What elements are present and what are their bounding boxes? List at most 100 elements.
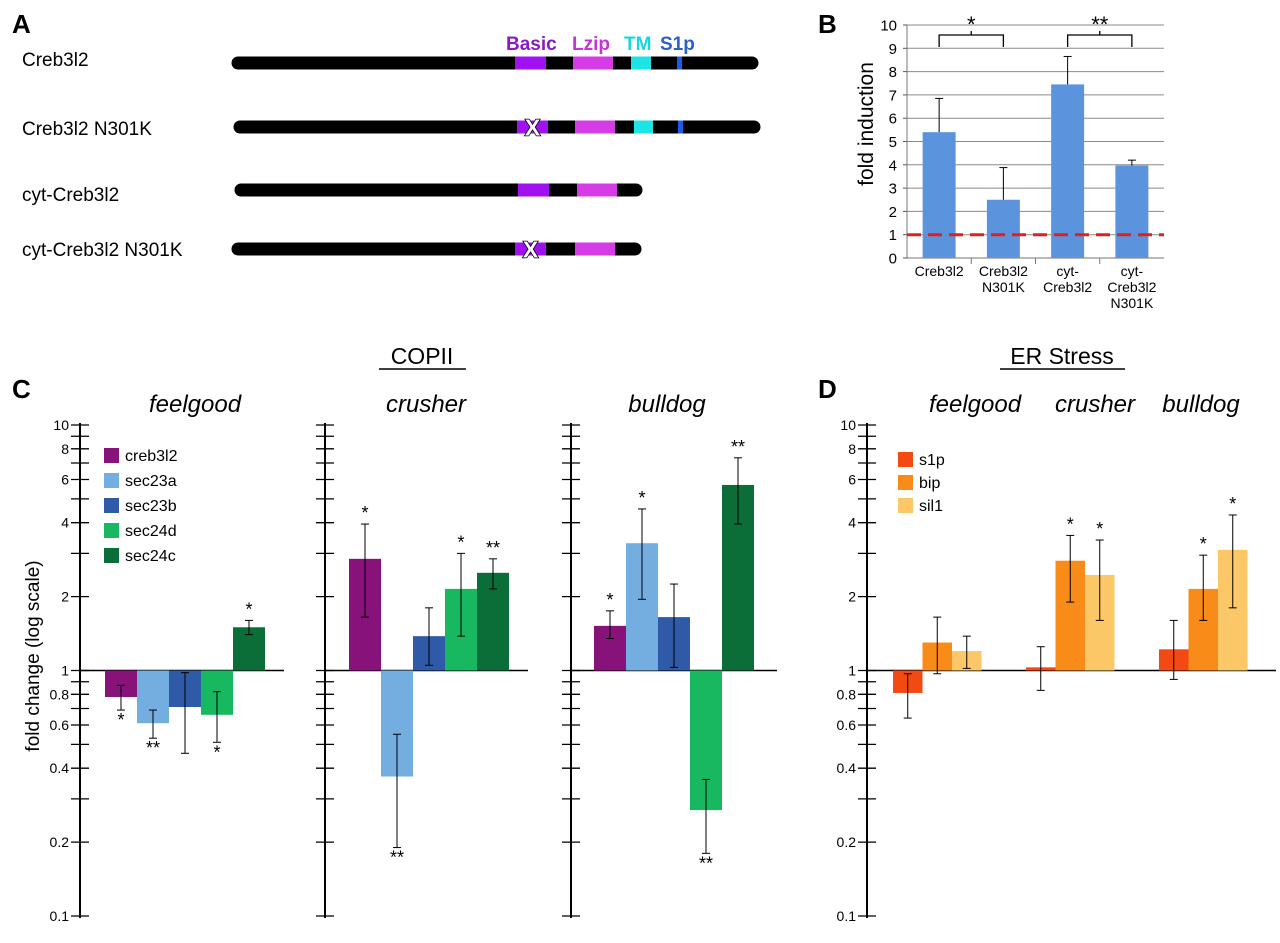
group-name: bulldog bbox=[1162, 391, 1240, 418]
legend: creb3l2 sec23a sec23b sec24d sec24c bbox=[104, 448, 178, 565]
y-tick-label: 0.6 bbox=[837, 717, 857, 733]
significance-star: * bbox=[1067, 514, 1074, 534]
basic-domain bbox=[515, 56, 546, 70]
panel-label: A bbox=[12, 9, 31, 39]
y-tick-label: 0.4 bbox=[837, 760, 857, 776]
significance-star: ** bbox=[699, 853, 713, 873]
tm-domain bbox=[634, 120, 653, 134]
panel-d: D ER Stress 0.1 0.2 0.4 0.6 0.8 1 2 4 6 8 10 feelgood… bbox=[818, 343, 1276, 924]
y-tick-label: 7 bbox=[889, 87, 897, 104]
tm-domain bbox=[631, 56, 651, 70]
group-name: feelgood bbox=[149, 391, 242, 418]
y-tick-label: 10 bbox=[53, 417, 69, 433]
legend-swatch bbox=[104, 473, 119, 488]
significance-star: * bbox=[245, 599, 252, 619]
mutation-mark: X bbox=[525, 115, 541, 141]
y-tick-label: 4 bbox=[889, 157, 897, 174]
legend: s1p bip sil1 bbox=[898, 452, 945, 515]
domain-label-tm: TM bbox=[624, 34, 651, 55]
x-tick-label: cyt- bbox=[1121, 263, 1144, 279]
y-tick-label: 4 bbox=[848, 515, 856, 531]
significance-star: * bbox=[213, 742, 220, 762]
y-tick-label: 0.4 bbox=[50, 760, 70, 776]
legend-label: bip bbox=[919, 475, 940, 492]
x-tick-label: N301K bbox=[982, 279, 1025, 295]
y-tick-label: 4 bbox=[61, 515, 69, 531]
y-tick-label: 0.8 bbox=[837, 686, 857, 702]
significance-star: ** bbox=[146, 738, 160, 758]
x-tick-label: Creb3l2 bbox=[915, 263, 964, 279]
y-tick-label: 6 bbox=[61, 471, 69, 487]
y-tick-label: 1 bbox=[889, 227, 897, 244]
legend-label: sec24d bbox=[125, 523, 177, 540]
y-tick-label: 8 bbox=[889, 64, 897, 81]
significance-star: * bbox=[606, 590, 613, 610]
subplot-bulldog: bulldog****** bbox=[562, 391, 777, 918]
y-tick-label: 0.6 bbox=[50, 717, 70, 733]
y-tick-label: 2 bbox=[61, 589, 69, 605]
lzip-domain bbox=[577, 183, 617, 197]
group-crusher: crusher * * bbox=[1026, 391, 1136, 691]
y-tick-label: 0.8 bbox=[50, 686, 70, 702]
y-tick-label: 0.2 bbox=[837, 834, 857, 850]
legend-swatch bbox=[104, 548, 119, 563]
y-tick-label: 0 bbox=[889, 251, 897, 268]
legend-label: sec24c bbox=[125, 548, 176, 565]
legend-label: sil1 bbox=[919, 498, 943, 515]
y-tick-label: 3 bbox=[889, 181, 897, 198]
construct-name: Creb3l2 bbox=[22, 50, 89, 71]
lzip-domain bbox=[573, 56, 613, 70]
x-tick-label: Creb3l2 bbox=[1043, 279, 1092, 295]
construct-2: cyt-Creb3l2 bbox=[22, 183, 643, 206]
x-tick-label: cyt- bbox=[1056, 263, 1079, 279]
legend-swatch bbox=[898, 475, 913, 490]
significance-star: * bbox=[1200, 534, 1207, 554]
panel-label: D bbox=[818, 374, 837, 404]
legend-swatch bbox=[104, 498, 119, 513]
panel-c: C COPII fold change (log scale) 0.1 0.2 0.4 0.… bbox=[12, 343, 777, 924]
bar bbox=[1115, 165, 1149, 258]
y-tick-label: 0.2 bbox=[50, 834, 70, 850]
y-axis-label: fold change (log scale) bbox=[23, 560, 44, 751]
y-tick-label: 8 bbox=[61, 441, 69, 457]
construct-0: Creb3l2 bbox=[22, 50, 759, 71]
domain-label-lzip: Lzip bbox=[572, 34, 610, 55]
subplot-crusher: crusher**** ** bbox=[316, 391, 528, 918]
y-tick-label: 9 bbox=[889, 41, 897, 58]
significance-star: ** bbox=[1091, 12, 1109, 37]
legend-swatch bbox=[104, 448, 119, 463]
significance-star: ** bbox=[390, 848, 404, 868]
group-name: crusher bbox=[386, 391, 467, 418]
significance-star: * bbox=[638, 488, 645, 508]
legend-label: sec23b bbox=[125, 498, 177, 515]
legend-label: sec23a bbox=[125, 473, 177, 490]
s1p-site bbox=[677, 56, 682, 70]
bar bbox=[1051, 84, 1085, 258]
significance-star: ** bbox=[731, 437, 745, 457]
x-tick-label: Creb3l2 bbox=[1107, 279, 1156, 295]
y-tick-label: 5 bbox=[889, 134, 897, 151]
y-tick-label: 8 bbox=[848, 441, 856, 457]
basic-domain bbox=[515, 242, 546, 256]
s1p-site bbox=[678, 120, 683, 134]
x-tick-label: Creb3l2 bbox=[979, 263, 1028, 279]
panel-a: A Basic Lzip TM S1p Creb3l2 Creb3l2 N301K Xcyt-… bbox=[12, 9, 761, 263]
y-tick-label: 2 bbox=[848, 589, 856, 605]
y-tick-label: 2 bbox=[889, 204, 897, 221]
group-name: crusher bbox=[1055, 391, 1136, 418]
panel-label: C bbox=[12, 374, 31, 404]
x-tick-label: N301K bbox=[1110, 295, 1153, 311]
group-name: feelgood bbox=[929, 391, 1022, 418]
legend-swatch bbox=[104, 523, 119, 538]
bar bbox=[922, 132, 956, 258]
significance-star: ** bbox=[486, 538, 500, 558]
construct-3: cyt-Creb3l2 N301K X bbox=[22, 236, 642, 263]
bar bbox=[986, 199, 1020, 258]
y-axis-label: fold induction bbox=[855, 62, 878, 186]
significance-star: * bbox=[1096, 519, 1103, 539]
section-title: COPII bbox=[391, 343, 454, 369]
y-tick-label: 6 bbox=[889, 111, 897, 128]
mutation-mark: X bbox=[523, 237, 539, 263]
